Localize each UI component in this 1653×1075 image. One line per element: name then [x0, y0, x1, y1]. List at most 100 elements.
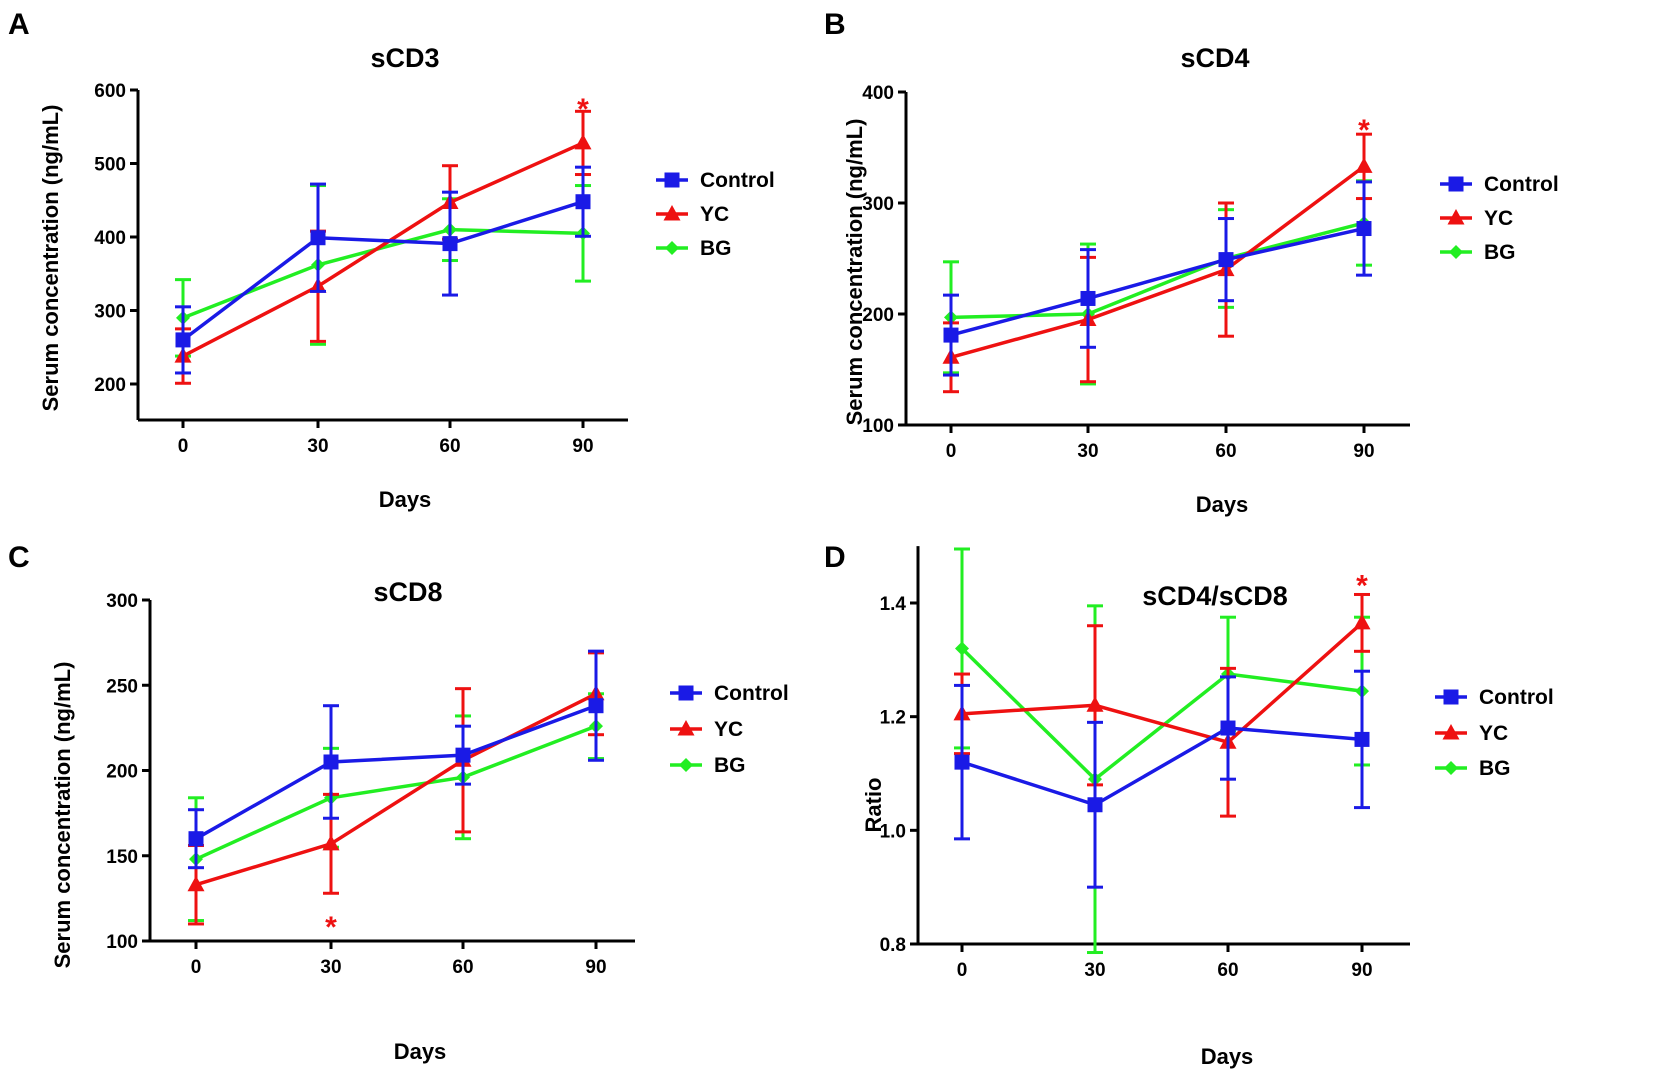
x-axis-label-c: Days — [394, 1039, 447, 1064]
y-tick-label-c: 200 — [106, 762, 138, 783]
data-point-control — [1080, 290, 1096, 306]
x-tick-label-d: 60 — [1217, 960, 1238, 981]
legend-marker-yc — [1442, 724, 1460, 740]
x-tick-label-d: 0 — [957, 960, 968, 981]
legend-label-bg: BG — [1484, 241, 1516, 264]
legend-marker-bg — [1444, 761, 1458, 775]
x-tick-label-c: 30 — [320, 957, 341, 978]
data-point-control — [1220, 720, 1236, 736]
legend-marker-bg — [665, 241, 679, 255]
legend-marker-control — [1448, 176, 1464, 192]
y-tick-label-b: 200 — [862, 305, 894, 326]
y-axis-label-a: Serum concentration (ng/mL) — [38, 105, 63, 412]
y-tick-label-a: 600 — [94, 81, 126, 102]
data-point-control — [188, 831, 204, 847]
y-tick-label-d: 0.8 — [880, 935, 906, 956]
data-point-control — [323, 754, 339, 770]
legend-marker-bg — [679, 758, 693, 772]
plot-c: 100 150 200 250 300 0 30 60 90 * Control YC BG — [106, 591, 788, 978]
legend-marker-control — [1443, 689, 1459, 705]
chart-title-c: sCD8 — [373, 577, 442, 607]
data-point-control — [954, 754, 970, 770]
y-tick-label-a: 300 — [94, 302, 126, 323]
panel-letter-a: A — [8, 8, 30, 41]
x-axis-label-a: Days — [379, 487, 432, 512]
series-line-yc — [961, 621, 1364, 745]
data-point-control — [310, 230, 326, 246]
series-bg-b — [943, 179, 1372, 386]
significance-star-d: * — [1356, 569, 1368, 602]
y-tick-label-d: 1.0 — [880, 821, 906, 842]
panel-letter-d: D — [824, 541, 846, 574]
data-point-control — [175, 332, 191, 348]
significance-star-c: * — [325, 911, 337, 944]
legend-marker-bg — [1449, 245, 1463, 259]
legend-label-control: Control — [1484, 173, 1559, 196]
y-axis-label-b: Serum concentration (ng/mL) — [842, 119, 867, 426]
y-tick-label-b: 300 — [862, 194, 894, 215]
chart-title-a: sCD3 — [370, 43, 439, 73]
legend-label-bg: BG — [714, 754, 746, 777]
x-axis-label-d: Days — [1201, 1044, 1254, 1069]
x-tick-label-c: 60 — [452, 957, 473, 978]
series-line-bg — [195, 724, 597, 861]
legend-label-control: Control — [700, 169, 775, 192]
legend-marker-control — [664, 172, 680, 188]
data-point-yc — [1086, 696, 1104, 712]
panel-letter-c: C — [8, 541, 30, 574]
plot-b: 100 200 300 400 0 30 60 90 * Control YC BG — [862, 83, 1558, 462]
series-line-bg — [960, 647, 1363, 782]
x-tick-label-a: 60 — [439, 436, 460, 457]
legend-label-yc: YC — [1484, 207, 1513, 230]
panel-c: C sCD8 Days Serum concentration (ng/mL) — [8, 541, 446, 1064]
x-tick-label-d: 90 — [1351, 960, 1372, 981]
legend-marker-control — [678, 685, 694, 701]
y-tick-label-c: 100 — [106, 932, 138, 953]
y-tick-label-d: 1.4 — [880, 594, 907, 615]
y-tick-label-b: 400 — [862, 83, 894, 104]
series-line-yc — [950, 164, 1366, 359]
x-tick-label-a: 0 — [178, 436, 189, 457]
x-tick-label-b: 0 — [946, 441, 957, 462]
data-point-yc — [1355, 157, 1373, 173]
legend-label-control: Control — [1479, 686, 1554, 709]
legend-label-yc: YC — [700, 203, 729, 226]
series-bg-a — [175, 184, 591, 358]
legend-a: Control YC BG — [656, 169, 775, 260]
data-point-yc — [187, 875, 205, 892]
series-control-b — [943, 180, 1372, 377]
legend-label-control: Control — [714, 682, 789, 705]
data-point-control — [575, 194, 591, 210]
data-point-control — [588, 698, 604, 714]
x-tick-label-a: 30 — [307, 436, 328, 457]
legend-marker-yc — [1447, 209, 1465, 225]
series-line-control — [195, 704, 597, 841]
significance-star-b: * — [1358, 114, 1370, 147]
legend-marker-yc — [663, 205, 681, 221]
plot-d: 0.8 1.0 1.2 1.4 0 30 60 90 * Control YC BG — [880, 546, 1554, 981]
legend-label-yc: YC — [1479, 722, 1508, 745]
data-point-control — [1087, 797, 1103, 813]
panel-letter-b: B — [824, 8, 846, 41]
series-line-bg — [950, 221, 1365, 320]
x-tick-label-b: 30 — [1077, 441, 1098, 462]
legend-c: Control YC BG — [670, 682, 789, 777]
legend-label-yc: YC — [714, 718, 743, 741]
series-line-control — [961, 726, 1363, 807]
y-tick-label-c: 150 — [106, 847, 138, 868]
series-line-yc — [195, 692, 597, 887]
series-control-a — [175, 165, 591, 375]
y-axis-label-c: Serum concentration (ng/mL) — [50, 662, 75, 969]
data-point-control — [1218, 252, 1234, 268]
data-point-control — [442, 236, 458, 252]
data-point-control — [455, 747, 471, 763]
chart-title-d: sCD4/sCD8 — [1142, 581, 1288, 611]
y-tick-label-a: 200 — [94, 375, 126, 396]
x-tick-label-c: 90 — [585, 957, 606, 978]
significance-star-a: * — [577, 93, 589, 126]
y-tick-label-d: 1.2 — [880, 708, 906, 729]
series-control-d — [954, 669, 1370, 889]
y-tick-label-c: 250 — [106, 676, 138, 697]
series-line-yc — [182, 141, 584, 358]
